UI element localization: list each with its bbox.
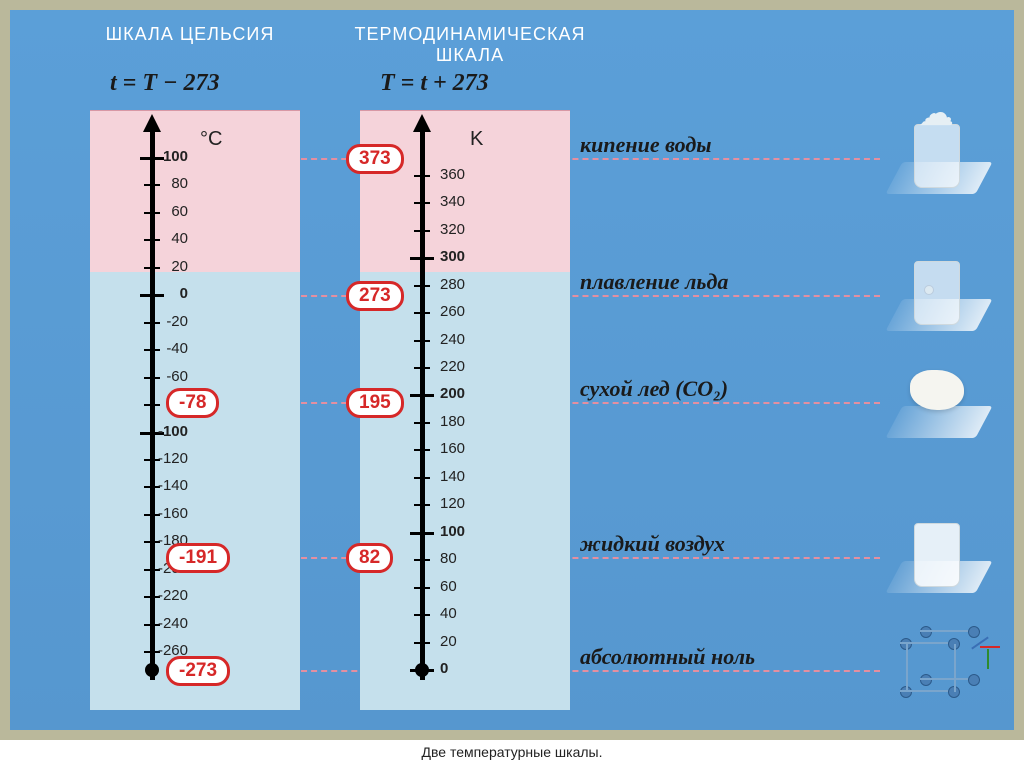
illustration-crystal — [874, 610, 994, 710]
annotation-label: абсолютный ноль — [580, 644, 755, 670]
tick-label: 100 — [440, 525, 490, 539]
illustration-ice-glass — [874, 235, 994, 335]
tick-label: 60 — [440, 580, 490, 594]
tick-major — [410, 394, 434, 397]
tick-label: 200 — [440, 387, 490, 401]
tick-label: 100 — [138, 150, 188, 164]
tick-major — [410, 669, 434, 672]
value-badge: 373 — [346, 144, 404, 174]
tick-minor — [414, 312, 430, 314]
value-badge: -273 — [166, 656, 230, 686]
tick-label: 340 — [440, 195, 490, 209]
tick-label: 140 — [440, 470, 490, 484]
tick-label: 120 — [440, 497, 490, 511]
unit-celsius: °C — [200, 128, 222, 151]
formula-kelvin: T = t + 273 — [380, 70, 489, 97]
tick-major — [410, 532, 434, 535]
tick-label: 40 — [440, 607, 490, 621]
tick-label: -100 — [138, 425, 188, 439]
unit-kelvin: K — [470, 128, 483, 151]
caption: Две температурные шкалы. — [0, 740, 1024, 760]
illustration-boiling: ☁ — [874, 98, 994, 198]
annotation-label: сухой лед (CO₂) — [580, 376, 728, 402]
tick-label: 0 — [440, 662, 490, 676]
tick-label: 280 — [440, 278, 490, 292]
tick-label: 80 — [138, 177, 188, 191]
tick-label: 160 — [440, 442, 490, 456]
annotation-label: плавление льда — [580, 269, 728, 295]
tick-label: 240 — [440, 333, 490, 347]
value-badge: -78 — [166, 388, 219, 418]
tick-label: -220 — [138, 589, 188, 603]
tick-label: 40 — [138, 232, 188, 246]
tick-minor — [414, 340, 430, 342]
tick-minor — [414, 504, 430, 506]
base-point — [145, 663, 159, 677]
tick-minor — [414, 587, 430, 589]
tick-label: 220 — [440, 360, 490, 374]
tick-minor — [414, 422, 430, 424]
value-badge: -191 — [166, 543, 230, 573]
annotation-label: жидкий воздух — [580, 531, 725, 557]
kelvin-axis — [420, 122, 425, 680]
tick-minor — [414, 367, 430, 369]
tick-label: -40 — [138, 342, 188, 356]
tick-label: 0 — [138, 287, 188, 301]
tick-minor — [414, 230, 430, 232]
tick-minor — [414, 559, 430, 561]
tick-label: 260 — [440, 305, 490, 319]
tick-minor — [414, 642, 430, 644]
tick-label: 60 — [138, 205, 188, 219]
tick-major — [410, 257, 434, 260]
tick-minor — [414, 202, 430, 204]
tick-label: 20 — [138, 260, 188, 274]
value-badge: 82 — [346, 543, 393, 573]
kelvin-scale: K 300 200 100 0 360 340 320 280 260 240 220 180 160 1… — [360, 110, 570, 710]
tick-label: 80 — [440, 552, 490, 566]
tick-minor — [414, 449, 430, 451]
tick-label: -160 — [138, 507, 188, 521]
tick-label: -240 — [138, 617, 188, 631]
arrow-icon — [413, 114, 431, 132]
celsius-scale: °C 1000-10080604020-20-40-60-80-120-140-… — [90, 110, 300, 710]
tick-label: 320 — [440, 223, 490, 237]
arrow-icon — [143, 114, 161, 132]
tick-minor — [414, 477, 430, 479]
value-badge: 195 — [346, 388, 404, 418]
tick-label: -60 — [138, 370, 188, 384]
formula-celsius: t = T − 273 — [110, 70, 220, 97]
header-kelvin: ТЕРМОДИНАМИЧЕСКАЯ ШКАЛА — [340, 24, 600, 66]
tick-label: -140 — [138, 479, 188, 493]
tick-label: 20 — [440, 635, 490, 649]
annotation-label: кипение воды — [580, 132, 712, 158]
value-badge: 273 — [346, 281, 404, 311]
tick-label: -120 — [138, 452, 188, 466]
header-celsius: ШКАЛА ЦЕЛЬСИЯ — [80, 24, 300, 45]
tick-label: 300 — [440, 250, 490, 264]
illustration-dry-ice — [874, 342, 994, 442]
tick-minor — [414, 285, 430, 287]
tick-label: -20 — [138, 315, 188, 329]
tick-minor — [414, 175, 430, 177]
tick-minor — [414, 614, 430, 616]
illustration-liquid-air — [874, 497, 994, 597]
tick-label: 180 — [440, 415, 490, 429]
tick-label: 360 — [440, 168, 490, 182]
